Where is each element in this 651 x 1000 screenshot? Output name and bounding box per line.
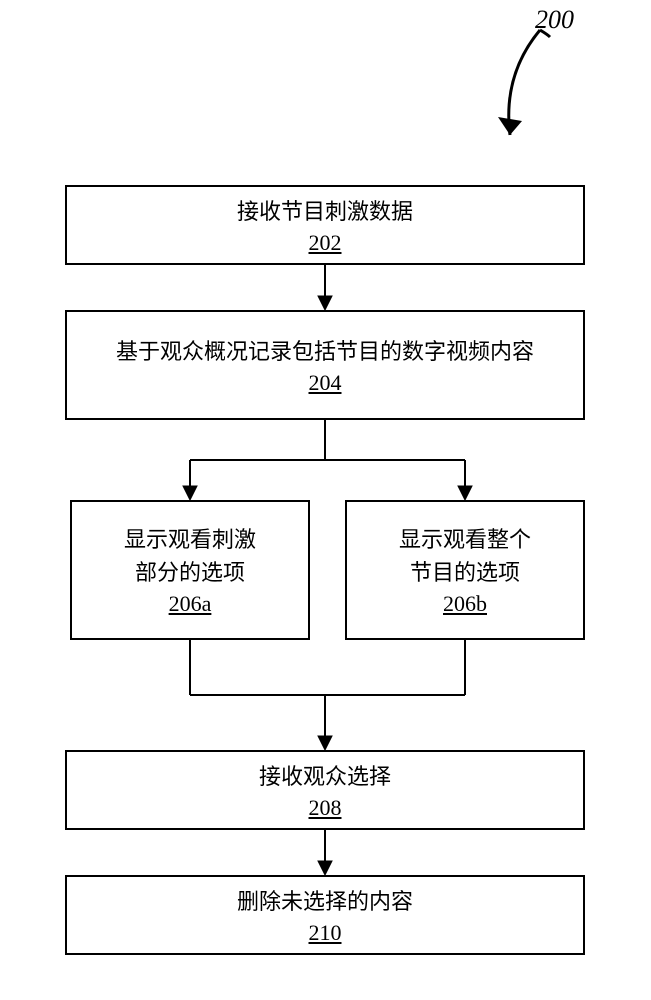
- step-box-206a: 显示观看刺激 部分的选项 206a: [70, 500, 310, 640]
- step-box-210: 删除未选择的内容 210: [65, 875, 585, 955]
- arrow-208-to-210: [315, 830, 335, 875]
- step-number: 210: [309, 920, 342, 946]
- step-box-202: 接收节目刺激数据 202: [65, 185, 585, 265]
- step-number: 202: [309, 230, 342, 256]
- step-text: 接收节目刺激数据: [237, 195, 413, 228]
- step-number: 206a: [169, 591, 212, 617]
- step-box-206b: 显示观看整个 节目的选项 206b: [345, 500, 585, 640]
- split-connector: [60, 420, 590, 500]
- merge-connector: [60, 640, 590, 750]
- figure-label-arrow: [470, 25, 580, 175]
- step-text: 删除未选择的内容: [237, 885, 413, 918]
- step-box-208: 接收观众选择 208: [65, 750, 585, 830]
- step-number: 204: [309, 370, 342, 396]
- step-number: 206b: [443, 591, 487, 617]
- step-text: 接收观众选择: [259, 760, 391, 793]
- step-text: 显示观看整个 节目的选项: [399, 523, 531, 589]
- step-text: 基于观众概况记录包括节目的数字视频内容: [116, 335, 534, 368]
- step-box-204: 基于观众概况记录包括节目的数字视频内容 204: [65, 310, 585, 420]
- arrow-202-to-204: [315, 265, 335, 310]
- step-number: 208: [309, 795, 342, 821]
- step-text: 显示观看刺激 部分的选项: [124, 523, 256, 589]
